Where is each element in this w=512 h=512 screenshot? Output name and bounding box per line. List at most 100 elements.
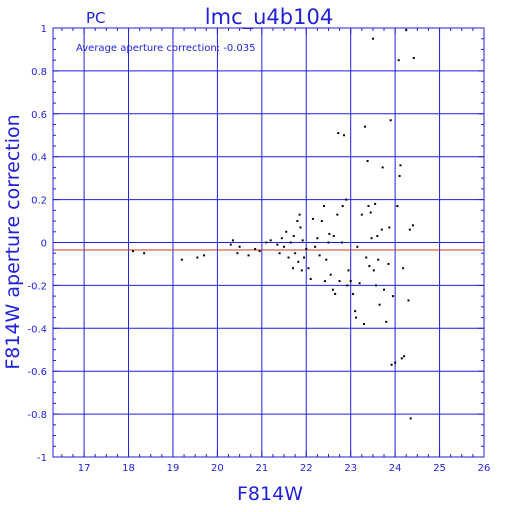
data-point bbox=[311, 217, 314, 220]
data-point bbox=[318, 254, 321, 257]
data-point bbox=[412, 57, 415, 60]
data-point bbox=[355, 316, 358, 319]
x-tick-label: 24 bbox=[389, 463, 402, 474]
data-point bbox=[297, 260, 300, 263]
data-point bbox=[338, 280, 341, 283]
reference-lines bbox=[53, 242, 484, 251]
data-point bbox=[289, 241, 292, 244]
y-tick-labels: 1 0.8 0.6 0.4 0.2 0 -0.2 -0.4 -0.6 -0.8 -1 bbox=[27, 24, 47, 464]
data-point bbox=[377, 258, 380, 261]
data-point bbox=[283, 245, 286, 248]
data-point bbox=[323, 280, 326, 283]
y-tick-label: 0.8 bbox=[31, 67, 47, 78]
data-point bbox=[358, 282, 361, 285]
data-point bbox=[276, 243, 279, 246]
data-point bbox=[400, 357, 403, 360]
x-tick-label: 22 bbox=[300, 463, 313, 474]
data-point bbox=[376, 235, 379, 238]
data-point bbox=[390, 363, 393, 366]
x-tick-label: 23 bbox=[344, 463, 357, 474]
data-point bbox=[299, 226, 302, 229]
data-point bbox=[381, 166, 384, 169]
data-point bbox=[278, 252, 281, 255]
data-point bbox=[343, 134, 346, 137]
data-point bbox=[341, 205, 344, 208]
data-point bbox=[301, 239, 304, 242]
data-point bbox=[300, 269, 303, 272]
data-point bbox=[356, 245, 359, 248]
data-point bbox=[337, 132, 340, 135]
x-tick-labels: 17 18 19 20 21 22 23 24 25 26 bbox=[78, 463, 491, 474]
data-point bbox=[389, 119, 392, 122]
data-point bbox=[320, 220, 323, 223]
data-point bbox=[334, 292, 337, 295]
data-point bbox=[325, 258, 328, 261]
tick-marks bbox=[53, 27, 485, 458]
data-point bbox=[231, 239, 234, 242]
data-point bbox=[303, 256, 306, 259]
data-point bbox=[363, 125, 366, 128]
data-point bbox=[369, 211, 372, 214]
data-point bbox=[411, 224, 414, 227]
data-point bbox=[247, 254, 250, 257]
y-tick-label: 0.4 bbox=[31, 153, 47, 164]
data-point bbox=[374, 202, 377, 205]
x-tick-label: 17 bbox=[78, 463, 91, 474]
data-point bbox=[280, 237, 283, 240]
x-tick-label: 21 bbox=[255, 463, 268, 474]
data-point bbox=[285, 230, 288, 233]
average-annotation: Average aperture correction: -0.035 bbox=[76, 43, 256, 54]
data-point bbox=[294, 252, 297, 255]
data-point bbox=[354, 310, 357, 313]
data-point bbox=[336, 213, 339, 216]
data-point bbox=[351, 292, 354, 295]
data-point bbox=[265, 241, 268, 244]
data-point bbox=[366, 159, 369, 162]
data-point bbox=[347, 269, 350, 272]
data-point bbox=[346, 284, 349, 287]
data-point bbox=[349, 280, 352, 283]
y-tick-label: 0.6 bbox=[31, 110, 47, 121]
data-point bbox=[388, 226, 391, 229]
chart-title: lmc_u4b104 bbox=[205, 5, 333, 30]
data-point bbox=[143, 252, 146, 255]
data-point bbox=[402, 267, 405, 270]
y-tick-label: -0.4 bbox=[27, 324, 47, 335]
data-point bbox=[298, 213, 301, 216]
data-point bbox=[236, 252, 239, 255]
y-axis-label: F814W aperture correction bbox=[2, 114, 24, 369]
data-point bbox=[329, 273, 332, 276]
data-point bbox=[383, 288, 386, 291]
x-axis-label: F814W bbox=[237, 483, 303, 505]
data-point bbox=[305, 247, 308, 250]
y-tick-label: 0 bbox=[41, 239, 47, 250]
data-point bbox=[368, 265, 371, 268]
data-point bbox=[394, 361, 397, 364]
data-point bbox=[203, 254, 206, 257]
y-tick-label: -0.6 bbox=[27, 367, 47, 378]
data-point bbox=[375, 284, 378, 287]
data-point bbox=[254, 247, 257, 250]
data-point bbox=[258, 250, 261, 253]
data-point bbox=[131, 250, 134, 253]
data-point bbox=[360, 213, 363, 216]
data-point bbox=[323, 205, 326, 208]
data-point bbox=[229, 243, 232, 246]
data-point bbox=[269, 239, 272, 242]
data-point bbox=[403, 355, 406, 358]
data-point bbox=[332, 235, 335, 238]
data-point bbox=[398, 175, 401, 178]
corner-label: PC bbox=[86, 9, 106, 27]
x-tick-label: 18 bbox=[122, 463, 135, 474]
data-point bbox=[385, 320, 388, 323]
data-point bbox=[327, 241, 330, 244]
y-tick-label: 0.2 bbox=[31, 196, 47, 207]
x-tick-label: 19 bbox=[167, 463, 180, 474]
data-point bbox=[367, 205, 370, 208]
data-point bbox=[291, 267, 294, 270]
data-point bbox=[307, 267, 310, 270]
data-point bbox=[345, 198, 348, 201]
data-point bbox=[387, 262, 390, 265]
data-point bbox=[363, 323, 366, 326]
data-point bbox=[380, 228, 383, 231]
